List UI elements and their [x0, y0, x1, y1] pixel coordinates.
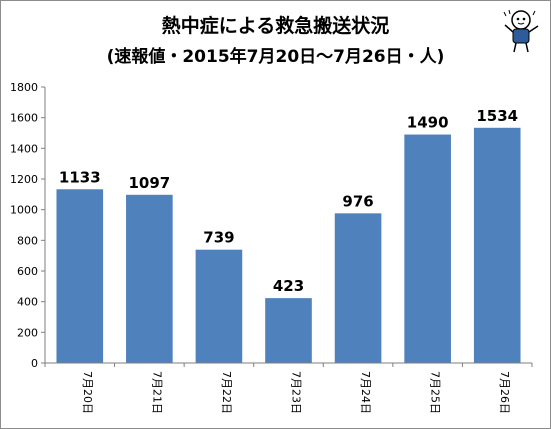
- data-label: 1097: [128, 174, 170, 192]
- y-tick-label: 1600: [10, 112, 38, 125]
- data-label: 423: [273, 277, 304, 295]
- y-tick-label: 1200: [10, 173, 38, 186]
- y-tick-label: 200: [17, 326, 38, 339]
- chart-title: 熱中症による救急搬送状況: [161, 15, 390, 37]
- mascot-character-icon: [503, 9, 539, 53]
- bar: [195, 249, 243, 363]
- x-tick-label: 7月22日: [220, 371, 233, 414]
- y-tick-label: 800: [17, 234, 38, 247]
- y-tick-label: 400: [17, 296, 38, 309]
- chart-subtitle: (速報値・2015年7月20日～7月26日・人): [106, 47, 445, 67]
- y-tick-label: 1400: [10, 142, 38, 155]
- x-axis-ticks: 7月20日 7月21日 7月22日 7月23日 7月24日 7月25日 7月26日: [44, 363, 533, 414]
- data-label: 1133: [59, 168, 101, 186]
- y-tick-label: 1800: [10, 81, 38, 94]
- data-label: 1534: [476, 107, 518, 125]
- y-tick-label: 1000: [10, 204, 38, 217]
- x-tick-label: 7月24日: [359, 371, 372, 414]
- axes: [44, 87, 532, 364]
- bar: [404, 134, 451, 363]
- y-axis-ticks: 0 200 400 600 800 1000 1200 1400 1600 1800: [10, 81, 45, 370]
- bar: [473, 127, 521, 363]
- x-tick-label: 7月23日: [290, 371, 303, 414]
- bar: [126, 194, 173, 363]
- x-tick-label: 7月21日: [150, 371, 163, 414]
- data-label: 1490: [407, 114, 449, 132]
- data-label: 976: [342, 192, 373, 210]
- data-label: 739: [203, 229, 234, 247]
- y-tick-label: 0: [31, 357, 38, 370]
- x-tick-label: 7月20日: [81, 371, 94, 414]
- data-labels: 1133 1097 739 423 976 1490 1534: [59, 107, 518, 295]
- x-tick-label: 7月25日: [429, 371, 442, 414]
- bar: [334, 213, 382, 363]
- bar: [56, 189, 104, 363]
- x-tick-label: 7月26日: [498, 371, 511, 414]
- y-tick-label: 600: [17, 265, 38, 278]
- bar: [265, 298, 312, 363]
- bars: [56, 127, 521, 363]
